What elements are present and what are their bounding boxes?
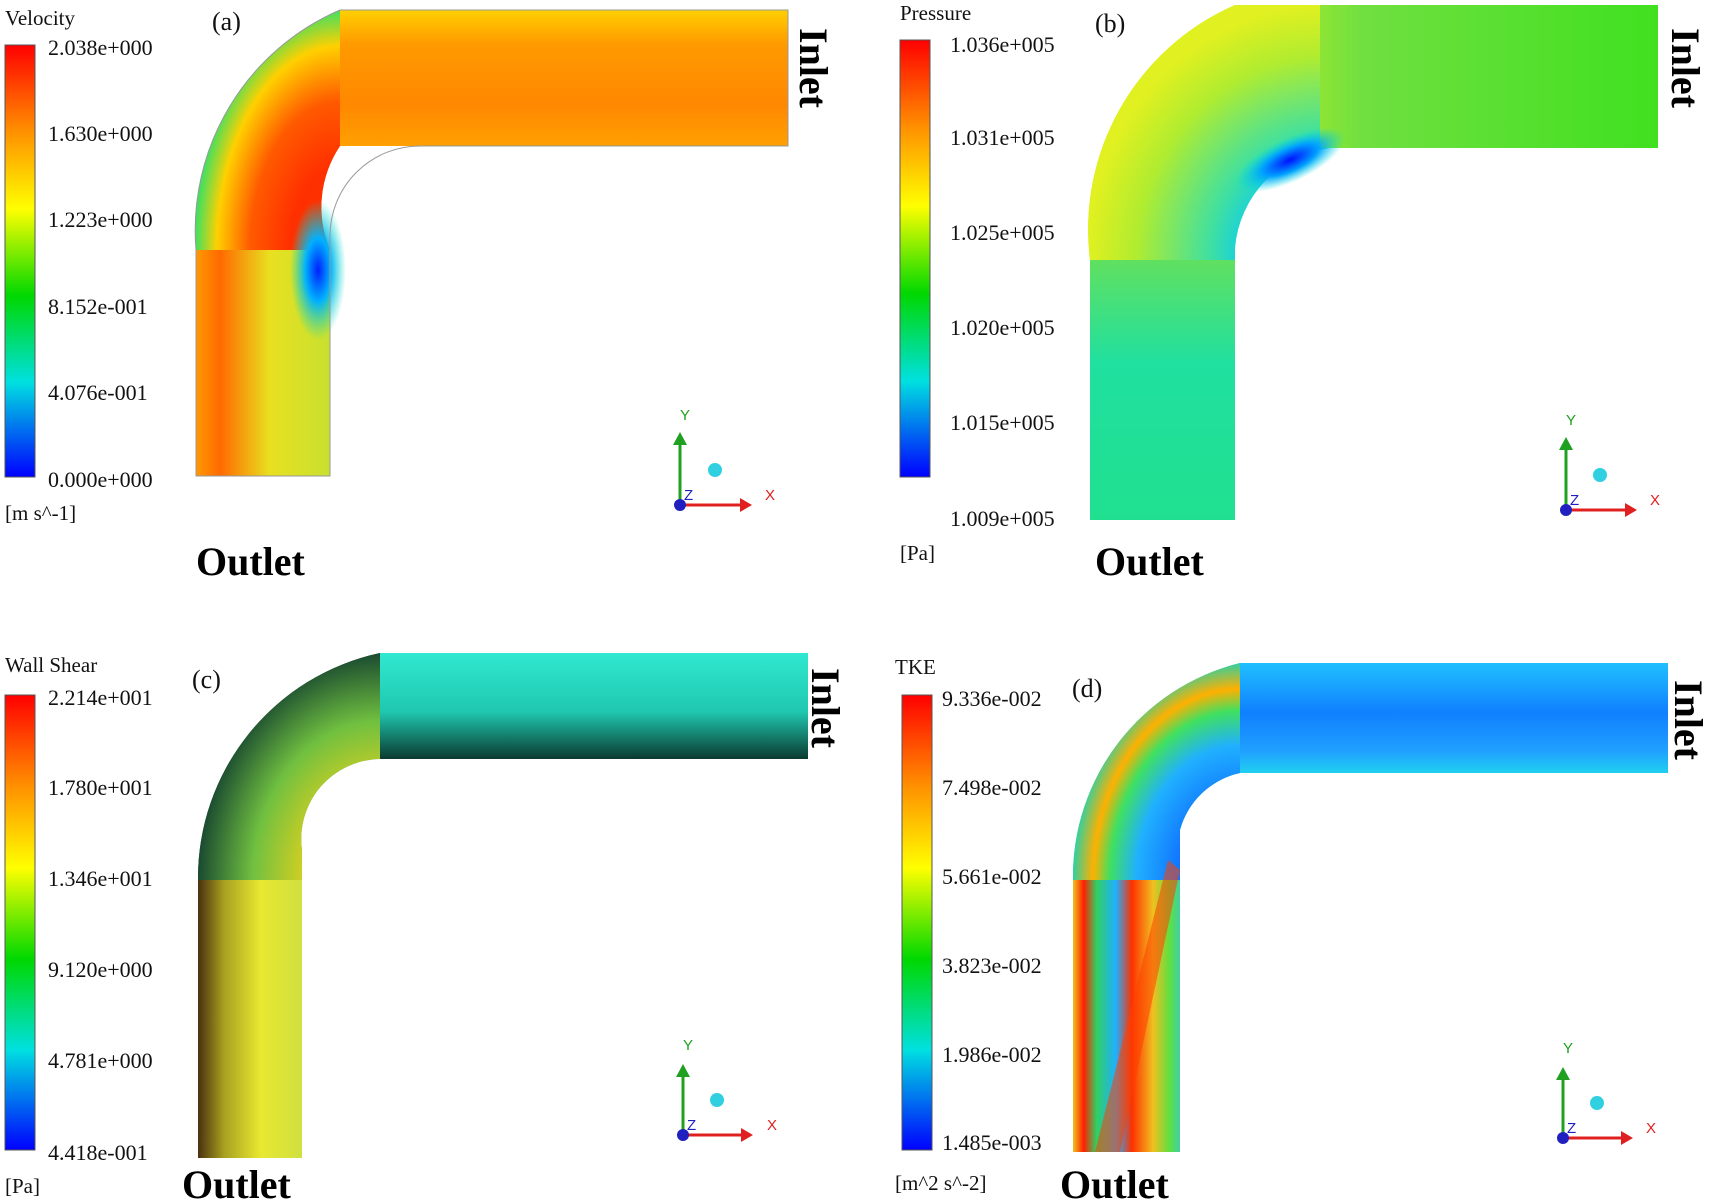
pipe-contour	[1088, 5, 1658, 520]
inlet-label: Inlet	[1663, 28, 1708, 109]
panel-label: (b)	[1095, 9, 1125, 38]
legend-tick: 3.823e-002	[942, 953, 1042, 978]
legend-tick: 1.020e+005	[950, 315, 1055, 340]
inlet-label: Inlet	[1666, 680, 1709, 761]
panel-label: (c)	[192, 665, 221, 694]
legend-tick: 9.120e+000	[48, 957, 153, 982]
legend-title: Wall Shear	[5, 653, 97, 677]
axis-z-label: Z	[1570, 492, 1579, 509]
axis-triad: Y Z X	[673, 407, 775, 512]
colour-legend-bar	[899, 39, 931, 478]
legend-tick: 1.036e+005	[950, 32, 1055, 57]
panel-label: (d)	[1072, 674, 1102, 703]
legend-tick: 1.346e+001	[48, 866, 153, 891]
axis-x-label: X	[767, 1117, 777, 1134]
legend-unit: [m^2 s^-2]	[895, 1171, 986, 1195]
axis-x-label: X	[1646, 1120, 1656, 1137]
inlet-label: Inlet	[791, 28, 836, 109]
panel-wall-shear: Wall Shear 2.214e+001 1.780e+001 1.346e+…	[4, 653, 848, 1203]
axis-triad: Y Z X	[676, 1037, 777, 1142]
legend-tick: 1.780e+001	[48, 775, 153, 800]
legend-tick: 0.000e+000	[48, 467, 153, 492]
panel-velocity: Velocity 2.038e+000 1.630e+000 1.223e+00…	[4, 6, 836, 584]
legend-title: Pressure	[900, 1, 971, 25]
legend-tick: 2.038e+000	[48, 35, 153, 60]
outlet-label: Outlet	[196, 539, 306, 584]
axis-y-label: Y	[1563, 1040, 1573, 1057]
legend-unit: [Pa]	[900, 541, 935, 565]
legend-title: TKE	[895, 655, 936, 679]
legend-tick: 1.986e-002	[942, 1042, 1042, 1067]
legend-tick: 8.152e-001	[48, 294, 148, 319]
axis-x-label: X	[1650, 492, 1660, 509]
axis-y-label: Y	[683, 1037, 693, 1054]
panel-pressure: Pressure 1.036e+005 1.031e+005 1.025e+00…	[899, 1, 1708, 584]
axis-z-label: Z	[684, 487, 693, 504]
legend-tick: 4.781e+000	[48, 1048, 153, 1073]
inlet-label: Inlet	[803, 668, 848, 749]
axis-x-label: X	[765, 487, 775, 504]
legend-tick: 1.009e+005	[950, 506, 1055, 531]
axis-triad: Y Z X	[1556, 1040, 1656, 1145]
colour-legend-bar	[4, 44, 36, 478]
legend-unit: [Pa]	[5, 1174, 40, 1198]
axis-y-label: Y	[1566, 412, 1576, 429]
panel-tke: TKE 9.336e-002 7.498e-002 5.661e-002 3.8…	[895, 655, 1709, 1203]
legend-tick: 1.025e+005	[950, 220, 1055, 245]
legend-tick: 4.076e-001	[48, 380, 148, 405]
panel-label: (a)	[212, 7, 241, 36]
outlet-label: Outlet	[1060, 1162, 1170, 1203]
legend-tick: 4.418e-001	[48, 1140, 148, 1165]
legend-title: Velocity	[5, 6, 75, 30]
legend-tick: 5.661e-002	[942, 864, 1042, 889]
legend-tick: 2.214e+001	[48, 685, 153, 710]
outlet-label: Outlet	[182, 1162, 292, 1203]
colour-legend-bar	[901, 694, 933, 1151]
legend-unit: [m s^-1]	[5, 501, 76, 525]
colour-legend-bar	[4, 694, 36, 1151]
axis-z-label: Z	[687, 1117, 696, 1134]
axis-y-label: Y	[680, 407, 690, 424]
legend-tick: 1.485e-003	[942, 1130, 1042, 1155]
pipe-contour	[197, 653, 808, 1158]
outlet-label: Outlet	[1095, 539, 1205, 584]
pipe-contour	[1072, 663, 1668, 1152]
pipe-contour	[194, 9, 789, 477]
legend-tick: 1.223e+000	[48, 207, 153, 232]
axis-triad: Y Z X	[1559, 412, 1660, 517]
legend-tick: 7.498e-002	[942, 775, 1042, 800]
legend-tick: 9.336e-002	[942, 686, 1042, 711]
legend-tick: 1.031e+005	[950, 125, 1055, 150]
axis-z-label: Z	[1567, 1120, 1576, 1137]
legend-tick: 1.015e+005	[950, 410, 1055, 435]
legend-tick: 1.630e+000	[48, 121, 153, 146]
